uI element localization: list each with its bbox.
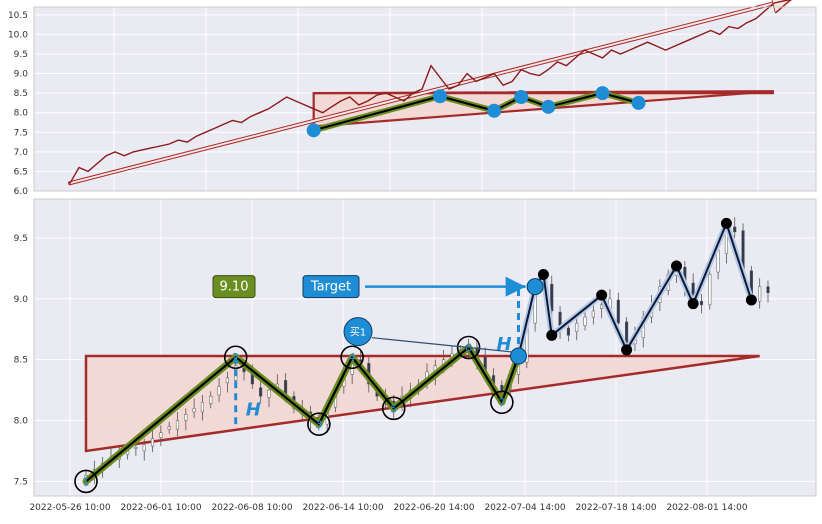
wave-label-7: 7 xyxy=(498,396,505,409)
top-pivot-point-4 xyxy=(541,99,556,114)
wave-label-1: 1 xyxy=(83,475,90,488)
buy-marker xyxy=(343,317,373,347)
candle-body-62 xyxy=(600,304,604,309)
wave-label-4: 4 xyxy=(349,351,356,364)
candle-body-6 xyxy=(134,447,138,449)
height-label-1: H xyxy=(246,400,261,421)
wave-circle-2 xyxy=(223,345,248,370)
candle-body-15 xyxy=(209,395,213,404)
top-ytick-4: 8.0 xyxy=(14,109,29,119)
candle-body-9 xyxy=(159,432,163,438)
wave-label-5: 5 xyxy=(390,402,397,415)
candle-body-78 xyxy=(733,226,737,233)
candle-body-75 xyxy=(708,274,712,306)
target-box-label: Target xyxy=(310,280,351,295)
top-ytick-8: 10.0 xyxy=(8,30,28,40)
wave-circle-3 xyxy=(307,412,331,436)
candle-body-74 xyxy=(699,300,704,306)
post-breakout-point-0 xyxy=(537,268,549,280)
candle-body-56 xyxy=(550,283,554,312)
candle-body-8 xyxy=(150,438,155,447)
candle-body-22 xyxy=(267,389,271,398)
top-price-line xyxy=(69,0,792,184)
top-pivot-point-3 xyxy=(514,90,529,105)
candle-body-13 xyxy=(192,408,196,413)
candle-body-21 xyxy=(259,387,263,397)
bottom-panel-border xyxy=(33,198,817,497)
bottom-xtick-5: 2022-07-04 14:00 xyxy=(484,503,565,513)
post-breakout-point-7 xyxy=(745,294,757,306)
top-ytick-3: 7.5 xyxy=(14,128,28,138)
target-box xyxy=(302,275,360,299)
top-pivot-point-2 xyxy=(487,103,502,118)
candle-body-24 xyxy=(284,380,288,395)
bottom-ytick-2: 8.5 xyxy=(14,356,28,366)
candle-body-50 xyxy=(500,384,504,391)
bottom-ytick-0: 7.5 xyxy=(14,477,28,487)
top-panel: 6.0 6.5 7.0 7.5 8.0 8.5 9.0 9.5 10.0 10.5 xyxy=(8,0,817,197)
top-ytick-0: 6.0 xyxy=(14,187,29,197)
top-pivot-point-1 xyxy=(433,89,448,104)
bottom-triangle-pattern xyxy=(84,354,760,453)
top-pivot-point-0 xyxy=(306,123,321,138)
buy-label: 买1 xyxy=(350,327,366,339)
value-box xyxy=(212,275,256,299)
top-trend-arrow xyxy=(69,0,790,185)
candle-body-7 xyxy=(142,444,146,452)
candle-body-60 xyxy=(583,316,587,326)
post-breakout-point-5 xyxy=(687,298,699,310)
top-ytick-7: 9.5 xyxy=(14,50,28,60)
wave-circle-1 xyxy=(74,469,98,494)
candle-body-64 xyxy=(616,299,620,324)
bottom-xtick-1: 2022-06-01 10:00 xyxy=(120,503,201,513)
candle-body-12 xyxy=(184,414,188,421)
candle-body-81 xyxy=(758,286,762,302)
wave-circle-6 xyxy=(456,335,481,360)
bottom-ytick-4: 9.5 xyxy=(14,234,28,244)
bottom-xtick-6: 2022-07-18 14:00 xyxy=(575,503,656,513)
post-breakout-point-4 xyxy=(671,260,683,272)
top-pivot-point-5 xyxy=(595,86,610,101)
candle-body-82 xyxy=(766,286,770,293)
wave-circle-5 xyxy=(381,396,406,421)
wave-circle-4 xyxy=(340,345,364,370)
top-panel-border xyxy=(33,6,817,192)
candle-body-11 xyxy=(175,420,180,430)
wave-label-3: 3 xyxy=(315,418,322,431)
post-breakout-point-1 xyxy=(546,329,558,341)
bottom-xtick-7: 2022-08-01 14:00 xyxy=(666,503,747,513)
top-ytick-6: 9.0 xyxy=(14,70,29,80)
bottom-xtick-4: 2022-06-20 14:00 xyxy=(393,503,474,513)
top-ytick-5: 8.5 xyxy=(14,89,28,99)
breakout-point xyxy=(509,347,527,365)
buy-pointer-line xyxy=(371,337,513,353)
value-box-label: 9.10 xyxy=(220,280,249,295)
height-label-2: H xyxy=(496,334,511,355)
candle-body-14 xyxy=(200,402,204,413)
top-ytick-9: 10.5 xyxy=(8,11,28,21)
top-ytick-2: 7.0 xyxy=(14,148,29,158)
wave-circle-7 xyxy=(490,390,514,415)
candle-body-10 xyxy=(167,426,171,430)
candle-body-16 xyxy=(217,386,221,396)
post-breakout-point-2 xyxy=(596,289,608,301)
candle-body-61 xyxy=(591,310,595,318)
candle-body-59 xyxy=(575,322,579,332)
candle-body-58 xyxy=(566,327,570,336)
candle-body-17 xyxy=(225,377,229,384)
bottom-xtick-3: 2022-06-14 10:00 xyxy=(302,503,383,513)
top-ytick-1: 6.5 xyxy=(14,167,28,177)
post-breakout-point-6 xyxy=(720,217,732,229)
bottom-ytick-1: 8.0 xyxy=(14,417,29,427)
bottom-ytick-3: 9.0 xyxy=(14,295,29,305)
bottom-panel: 7.5 8.0 8.5 9.0 9.5 2022-05-26 10:00 2022-06-0… xyxy=(14,198,817,513)
target-point xyxy=(526,278,544,296)
top-pivot-point-6 xyxy=(631,95,646,110)
bottom-xtick-2: 2022-06-08 10:00 xyxy=(211,503,292,513)
post-breakout-point-3 xyxy=(621,344,633,356)
bottom-panel-bg xyxy=(34,199,816,496)
bottom-xtick-0: 2022-05-26 10:00 xyxy=(29,503,110,513)
